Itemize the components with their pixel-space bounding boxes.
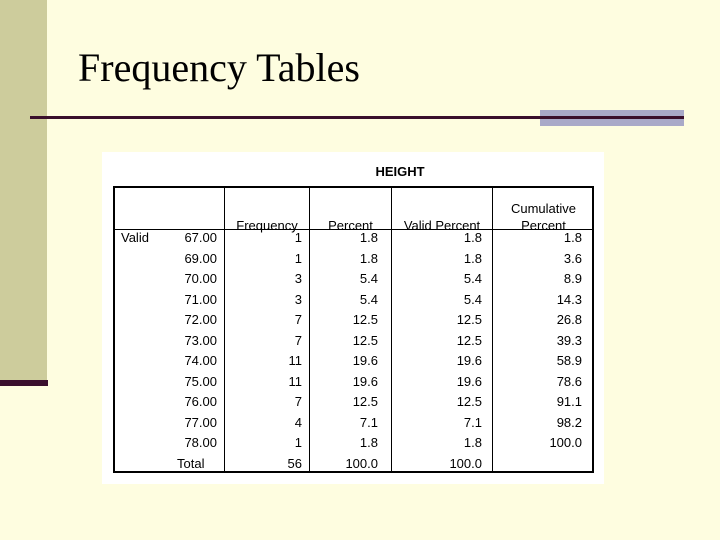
cell-valid-percent: 12.5 [456, 312, 482, 327]
cell-value: 67.00 [184, 230, 217, 245]
header-frequency: Frequency [236, 218, 298, 233]
table-title: HEIGHT [375, 164, 425, 179]
frequency-table-panel: HEIGHT Frequency Percent Valid Percent C… [102, 152, 604, 484]
cell-value: 77.00 [184, 414, 217, 430]
cell-percent: 5.4 [359, 271, 378, 286]
cell-frequency: 1 [294, 250, 302, 266]
sidebar-divider [0, 380, 48, 386]
cell-valid-percent: 1.8 [463, 230, 482, 245]
header-cumulative-line1: Cumulative [510, 201, 577, 216]
slide-title: Frequency Tables [78, 45, 360, 90]
cell-cumulative: 91.1 [556, 394, 582, 409]
cell-percent: 5.4 [359, 291, 378, 307]
cell-valid-percent: 7.1 [463, 414, 482, 430]
cell-frequency: 7 [294, 332, 302, 348]
cell-frequency: 7 [294, 394, 302, 409]
header-cumulative-line2: Percent [521, 218, 566, 233]
cell-value: 78.00 [184, 435, 217, 450]
cell-frequency: 11 [288, 353, 303, 368]
title-underline-accent [540, 110, 684, 126]
cell-cumulative: 39.3 [556, 332, 582, 348]
cell-valid-percent: 1.8 [463, 250, 482, 266]
cell-value: 75.00 [184, 373, 217, 389]
col-divider-4 [492, 188, 493, 471]
cell-value: Total [177, 455, 205, 471]
col-divider-1 [224, 188, 225, 471]
cell-cumulative: 100.0 [549, 435, 582, 450]
cell-frequency: 11 [288, 373, 303, 389]
header-percent: Percent [328, 218, 373, 233]
cell-valid-percent: 19.6 [456, 373, 482, 389]
cell-cumulative: 14.3 [556, 291, 582, 307]
cell-percent: 1.8 [359, 435, 378, 450]
sidebar-band [0, 0, 47, 383]
col-divider-3 [391, 188, 392, 471]
cell-value: 72.00 [184, 312, 217, 327]
cell-frequency: 3 [294, 271, 302, 286]
cell-cumulative: 98.2 [556, 414, 582, 430]
cell-percent: 7.1 [359, 414, 378, 430]
cell-valid-percent: 12.5 [456, 332, 482, 348]
cell-percent: 12.5 [352, 312, 378, 327]
cell-valid-percent: 5.4 [463, 291, 482, 307]
cell-valid-percent: 12.5 [456, 394, 482, 409]
cell-value: 73.00 [184, 332, 217, 348]
cell-valid-percent: 1.8 [463, 435, 482, 450]
cell-value: 76.00 [184, 394, 217, 409]
cell-value: 70.00 [184, 271, 217, 286]
cell-cumulative: 78.6 [556, 373, 582, 389]
cell-frequency: 1 [294, 435, 302, 450]
cell-frequency: 7 [294, 312, 302, 327]
cell-value: 69.00 [184, 250, 217, 266]
title-underline [30, 116, 540, 119]
cell-cumulative: 1.8 [563, 230, 582, 245]
cell-frequency: 3 [294, 291, 302, 307]
cell-value: 74.00 [184, 353, 217, 368]
cell-percent: 12.5 [352, 394, 378, 409]
frequency-table: Frequency Percent Valid Percent Cumulati… [113, 186, 594, 473]
cell-percent: 1.8 [359, 250, 378, 266]
cell-valid-percent: 5.4 [463, 271, 482, 286]
cell-cumulative: 3.6 [563, 250, 582, 266]
cell-valid-percent: 100.0 [449, 455, 482, 471]
cell-percent: 100.0 [345, 455, 378, 471]
cell-cumulative: 8.9 [563, 271, 582, 286]
cell-percent: 12.5 [352, 332, 378, 348]
cell-cumulative: 58.9 [556, 353, 582, 368]
cell-frequency: 1 [294, 230, 302, 245]
cell-cumulative: 26.8 [556, 312, 582, 327]
valid-group-label: Valid [121, 230, 149, 245]
cell-percent: 19.6 [352, 373, 378, 389]
cell-value: 71.00 [184, 291, 217, 307]
cell-valid-percent: 19.6 [456, 353, 482, 368]
cell-percent: 19.6 [352, 353, 378, 368]
col-divider-2 [309, 188, 310, 471]
cell-frequency: 56 [287, 455, 302, 471]
cell-percent: 1.8 [359, 230, 378, 245]
header-divider [115, 229, 592, 230]
cell-frequency: 4 [294, 414, 302, 430]
header-valid-percent: Valid Percent [403, 218, 481, 233]
